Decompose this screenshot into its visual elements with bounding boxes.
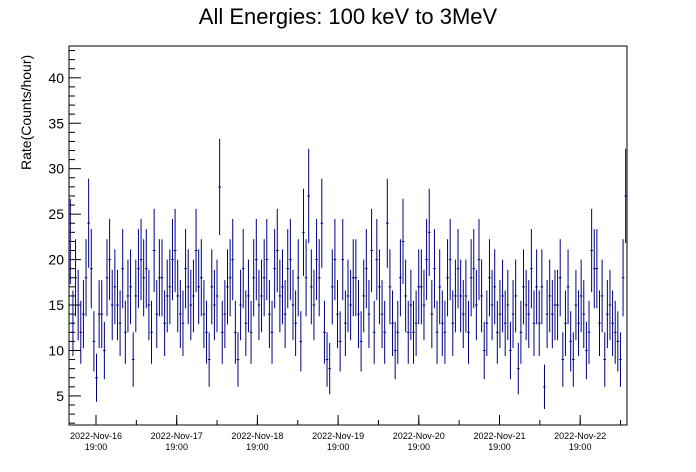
x-tick-label-time: 19:00 (408, 442, 431, 452)
x-tick-label-time: 19:00 (85, 442, 108, 452)
x-tick-label-time: 19:00 (569, 442, 592, 452)
x-tick-label-date: 2022-Nov-18 (231, 431, 283, 441)
x-tick-label-date: 2022-Nov-17 (151, 431, 203, 441)
x-tick-label-date: 2022-Nov-21 (473, 431, 525, 441)
y-tick-label: 15 (48, 297, 64, 313)
y-tick-label: 25 (48, 206, 64, 222)
x-tick-label-date: 2022-Nov-22 (554, 431, 606, 441)
plot-frame (68, 45, 628, 426)
x-tick-label-time: 19:00 (488, 442, 511, 452)
x-tick-label-time: 19:00 (165, 442, 188, 452)
y-tick-label: 20 (48, 252, 64, 268)
y-tick-label: 5 (56, 388, 64, 404)
x-tick-label-date: 2022-Nov-16 (70, 431, 122, 441)
chart-title: All Energies: 100 keV to 3MeV (198, 4, 498, 29)
x-tick-label-date: 2022-Nov-19 (312, 431, 364, 441)
x-tick-label-date: 2022-Nov-20 (393, 431, 445, 441)
y-tick-label: 40 (48, 70, 64, 86)
y-tick-label: 30 (48, 161, 64, 177)
y-tick-label: 35 (48, 115, 64, 131)
x-tick-label-time: 19:00 (327, 442, 350, 452)
x-tick-label-time: 19:00 (246, 442, 269, 452)
y-tick-label: 10 (48, 342, 64, 358)
